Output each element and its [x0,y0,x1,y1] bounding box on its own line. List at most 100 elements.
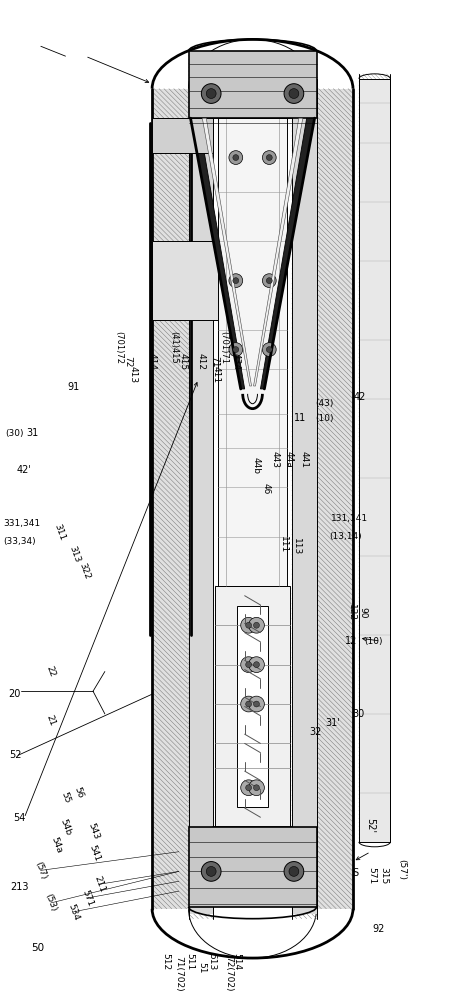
Text: 46: 46 [261,483,271,494]
Polygon shape [254,118,303,386]
Circle shape [201,84,221,103]
Text: 571: 571 [80,888,95,908]
Text: 51: 51 [197,962,206,974]
Text: (43): (43) [315,399,333,408]
Circle shape [241,657,256,673]
Text: 72(702): 72(702) [225,956,233,992]
Polygon shape [152,89,189,909]
Text: (30): (30) [6,429,24,438]
Text: (57'): (57') [397,859,406,880]
Text: 71(702): 71(702) [174,956,183,992]
Text: 413: 413 [128,366,137,383]
Text: 331,341: 331,341 [3,519,40,528]
Text: (701)72: (701)72 [114,331,124,364]
Circle shape [246,622,252,628]
Polygon shape [317,89,353,909]
Text: (10): (10) [315,414,333,423]
Text: 56: 56 [73,786,85,800]
Text: 313: 313 [67,545,82,564]
Polygon shape [260,118,314,389]
Text: 311: 311 [53,523,67,542]
Polygon shape [218,118,287,586]
Text: 52': 52' [366,818,375,833]
Circle shape [254,701,260,707]
Polygon shape [202,118,252,386]
Text: 71: 71 [210,356,219,367]
Circle shape [246,785,252,791]
Text: 42': 42' [16,465,31,475]
Text: 213: 213 [10,882,28,892]
Circle shape [206,866,216,876]
Text: 512: 512 [162,953,171,971]
Text: 511: 511 [186,953,195,971]
Circle shape [254,785,260,791]
Text: 12: 12 [345,636,358,646]
Text: 44a: 44a [284,451,293,468]
Text: 72: 72 [124,356,133,367]
Circle shape [284,862,304,881]
Text: 44b: 44b [252,457,260,474]
Polygon shape [189,827,317,907]
Circle shape [241,617,256,633]
Circle shape [248,780,264,796]
Circle shape [233,278,239,284]
Circle shape [248,657,264,673]
Text: 415: 415 [179,353,188,370]
Text: 54b: 54b [58,818,72,837]
Circle shape [262,343,276,356]
Text: 55: 55 [59,791,71,805]
Circle shape [289,866,299,876]
Text: 411: 411 [212,366,221,383]
Text: 211: 211 [92,875,106,894]
Circle shape [233,155,239,161]
Text: 315: 315 [379,867,389,884]
Circle shape [241,696,256,712]
Text: 54a: 54a [49,835,64,854]
Text: (33,34): (33,34) [3,537,35,546]
Text: 513: 513 [207,953,216,971]
Text: 541: 541 [88,844,102,863]
Circle shape [246,662,252,668]
Circle shape [206,89,216,98]
Circle shape [262,151,276,164]
Circle shape [266,155,272,161]
Circle shape [266,278,272,284]
Polygon shape [189,51,317,118]
Circle shape [254,622,260,628]
Text: 414: 414 [148,353,157,370]
Text: 52: 52 [9,750,22,760]
Text: (701)71: (701)71 [219,331,228,364]
Circle shape [284,84,304,103]
Circle shape [241,780,256,796]
Circle shape [248,696,264,712]
Polygon shape [292,84,317,914]
Polygon shape [215,586,290,827]
Text: 21: 21 [45,714,57,728]
Text: 11: 11 [295,413,307,423]
Polygon shape [190,118,245,389]
Polygon shape [152,241,218,320]
Text: 441: 441 [299,451,308,468]
Text: (41)415: (41)415 [169,331,178,364]
Text: 92: 92 [372,924,385,934]
Text: 571: 571 [367,867,376,884]
Text: 322: 322 [78,562,92,581]
Text: 91: 91 [67,382,80,392]
Circle shape [289,89,299,98]
Text: (13,14): (13,14) [330,532,362,541]
Circle shape [229,151,242,164]
Circle shape [233,347,239,353]
Text: 50: 50 [32,943,45,953]
Text: 434: 434 [231,353,240,370]
Text: 54: 54 [13,813,25,823]
Circle shape [229,343,242,356]
Polygon shape [189,84,213,914]
Polygon shape [359,79,390,842]
Text: 514: 514 [232,953,242,971]
Text: (53): (53) [43,893,58,913]
Text: 20: 20 [8,689,21,699]
Text: 443: 443 [271,451,280,468]
Circle shape [246,701,252,707]
Text: 31: 31 [27,428,39,438]
Text: (57): (57) [33,860,48,881]
